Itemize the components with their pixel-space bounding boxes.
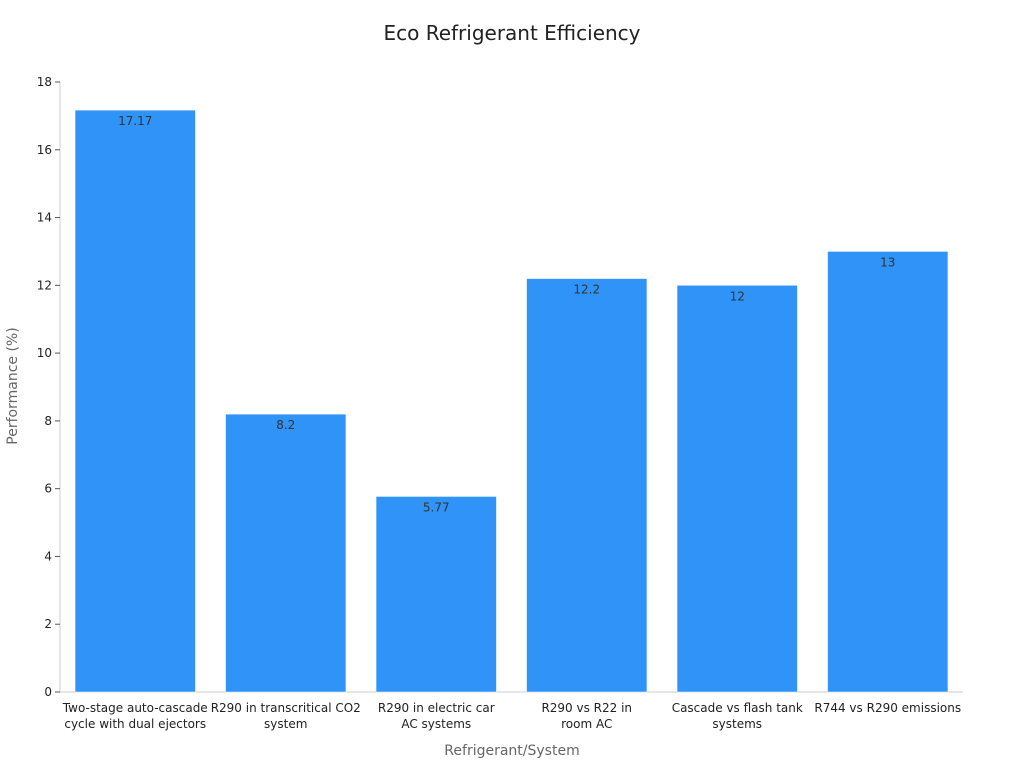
- bars: [74, 109, 949, 693]
- category-label: Cascade vs flash tank systems: [672, 701, 803, 731]
- y-tick-label: 6: [44, 482, 52, 496]
- chart-title: Eco Refrigerant Efficiency: [383, 21, 640, 45]
- category-label: R290 in electric car AC systems: [378, 701, 495, 731]
- data-labels: 17.17 8.2 5.77 12.2 12 13: [118, 114, 895, 514]
- y-tick-label: 18: [37, 75, 52, 89]
- category-label: R744 vs R290 emissions: [814, 701, 961, 715]
- bar: [676, 285, 798, 693]
- x-axis-label: Refrigerant/System: [444, 743, 579, 759]
- y-axis-label: Performance (%): [5, 327, 21, 444]
- y-tick-label: 12: [37, 278, 52, 292]
- y-tick-label: 16: [37, 143, 52, 157]
- category-labels: Two-stage auto-cascade cycle with dual ej…: [62, 701, 961, 731]
- bar: [375, 496, 497, 693]
- category-label: Two-stage auto-cascade cycle with dual ej…: [62, 701, 208, 731]
- y-axis-ticks: 0 2 4 6 8 10 12 14 16 18: [37, 75, 60, 699]
- bar: [225, 413, 347, 693]
- bar: [74, 109, 196, 693]
- bar-value-label: 8.2: [276, 418, 295, 432]
- bar-value-label: 12: [730, 289, 745, 303]
- y-tick-label: 2: [44, 617, 52, 631]
- category-label: R290 in transcritical CO2 system: [211, 701, 361, 731]
- y-tick-label: 4: [44, 549, 52, 563]
- bar-value-label: 12.2: [573, 283, 600, 297]
- bar-value-label: 17.17: [118, 114, 152, 128]
- y-tick-label: 0: [44, 685, 52, 699]
- bar-value-label: 5.77: [423, 500, 450, 514]
- y-tick-label: 8: [44, 414, 52, 428]
- bar-value-label: 13: [880, 255, 895, 269]
- y-tick-label: 10: [37, 346, 52, 360]
- category-label: R290 vs R22 in room AC: [541, 701, 632, 731]
- bar: [526, 278, 648, 693]
- bar: [827, 251, 949, 693]
- y-tick-label: 14: [37, 211, 52, 225]
